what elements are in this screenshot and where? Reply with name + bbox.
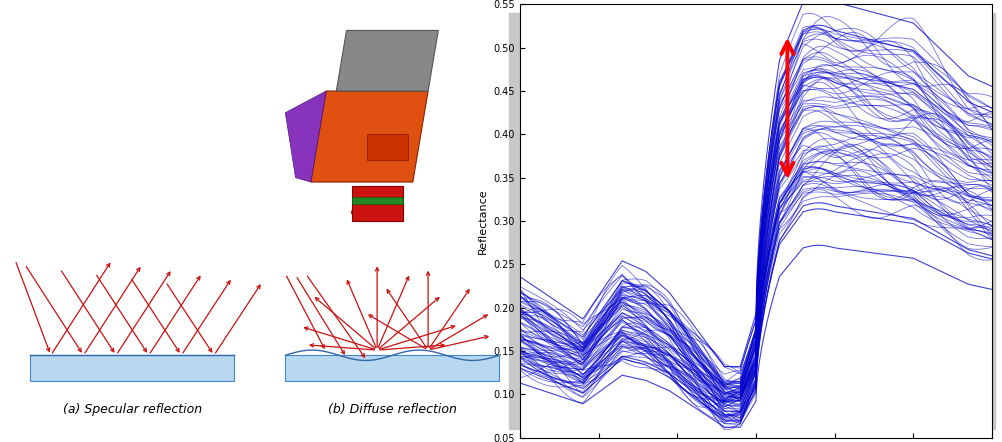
Bar <box>352 187 403 221</box>
Bar <box>367 134 408 160</box>
FancyBboxPatch shape <box>30 355 234 381</box>
Text: (b) Diffuse reflection: (b) Diffuse reflection <box>328 403 457 416</box>
Polygon shape <box>286 91 326 182</box>
Y-axis label: Reflectance: Reflectance <box>478 188 488 254</box>
FancyBboxPatch shape <box>286 355 499 381</box>
Text: (a) Specular reflection: (a) Specular reflection <box>63 403 202 416</box>
Polygon shape <box>311 91 428 182</box>
Bar <box>352 197 403 204</box>
Polygon shape <box>337 30 438 91</box>
Ellipse shape <box>352 204 403 221</box>
